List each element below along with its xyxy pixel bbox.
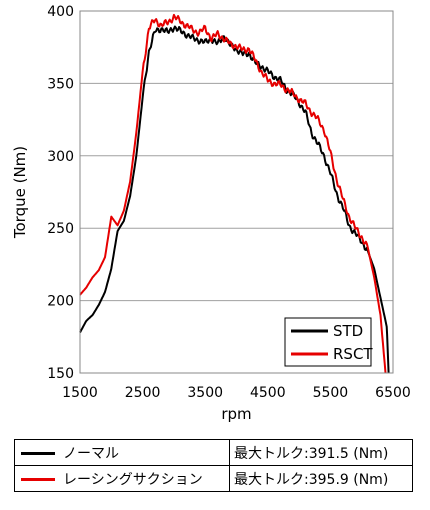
series-line-rsct [79,13,387,374]
row-name-cell: ノーマル [14,439,230,466]
x-tick-label: 4500 [250,385,286,401]
row-value-cell: 最大トルク:395.9 (Nm) [229,465,413,492]
table-row: レーシングサクション 最大トルク:395.9 (Nm) [14,465,413,492]
line-swatch [21,452,55,455]
x-tick-label: 1500 [62,385,98,401]
x-tick-label: 3500 [187,385,223,401]
legend: STD RSCT [284,317,373,367]
series-lines [79,13,390,374]
table-row: ノーマル 最大トルク:391.5 (Nm) [14,439,413,466]
x-tick-label: 6500 [375,385,411,401]
legend-label-std: STD [333,322,363,340]
x-tick-label: 2500 [125,385,161,401]
legend-label-rsct: RSCT [333,345,373,363]
tick-labels: 150 200 250 300 350 400 1500 2500 3500 4500 5500 65… [47,4,411,401]
max-torque-table: ノーマル 最大トルク:391.5 (Nm) レーシングサクション 最大トルク:3… [14,439,413,492]
row-name: レーシングサクション [63,471,203,488]
grid-lines [80,82,393,302]
y-tick-label: 350 [47,76,74,92]
row-value-cell: 最大トルク:391.5 (Nm) [229,439,413,466]
y-tick-label: 150 [47,366,74,382]
row-name-cell: レーシングサクション [14,465,230,492]
y-tick-label: 400 [47,4,74,20]
x-tick-label: 5500 [313,385,349,401]
legend-box [284,317,372,367]
line-swatch [21,478,55,481]
y-tick-label: 250 [47,221,74,237]
y-tick-label: 200 [47,294,74,310]
plot-frame [79,10,394,374]
row-name: ノーマル [63,445,119,462]
y-tick-label: 300 [47,149,74,165]
y-axis-title: Torque (Nm) [11,146,29,239]
torque-chart: 150 200 250 300 350 400 1500 2500 3500 4500 5500 65… [11,4,411,423]
x-axis-title: rpm [221,405,251,423]
